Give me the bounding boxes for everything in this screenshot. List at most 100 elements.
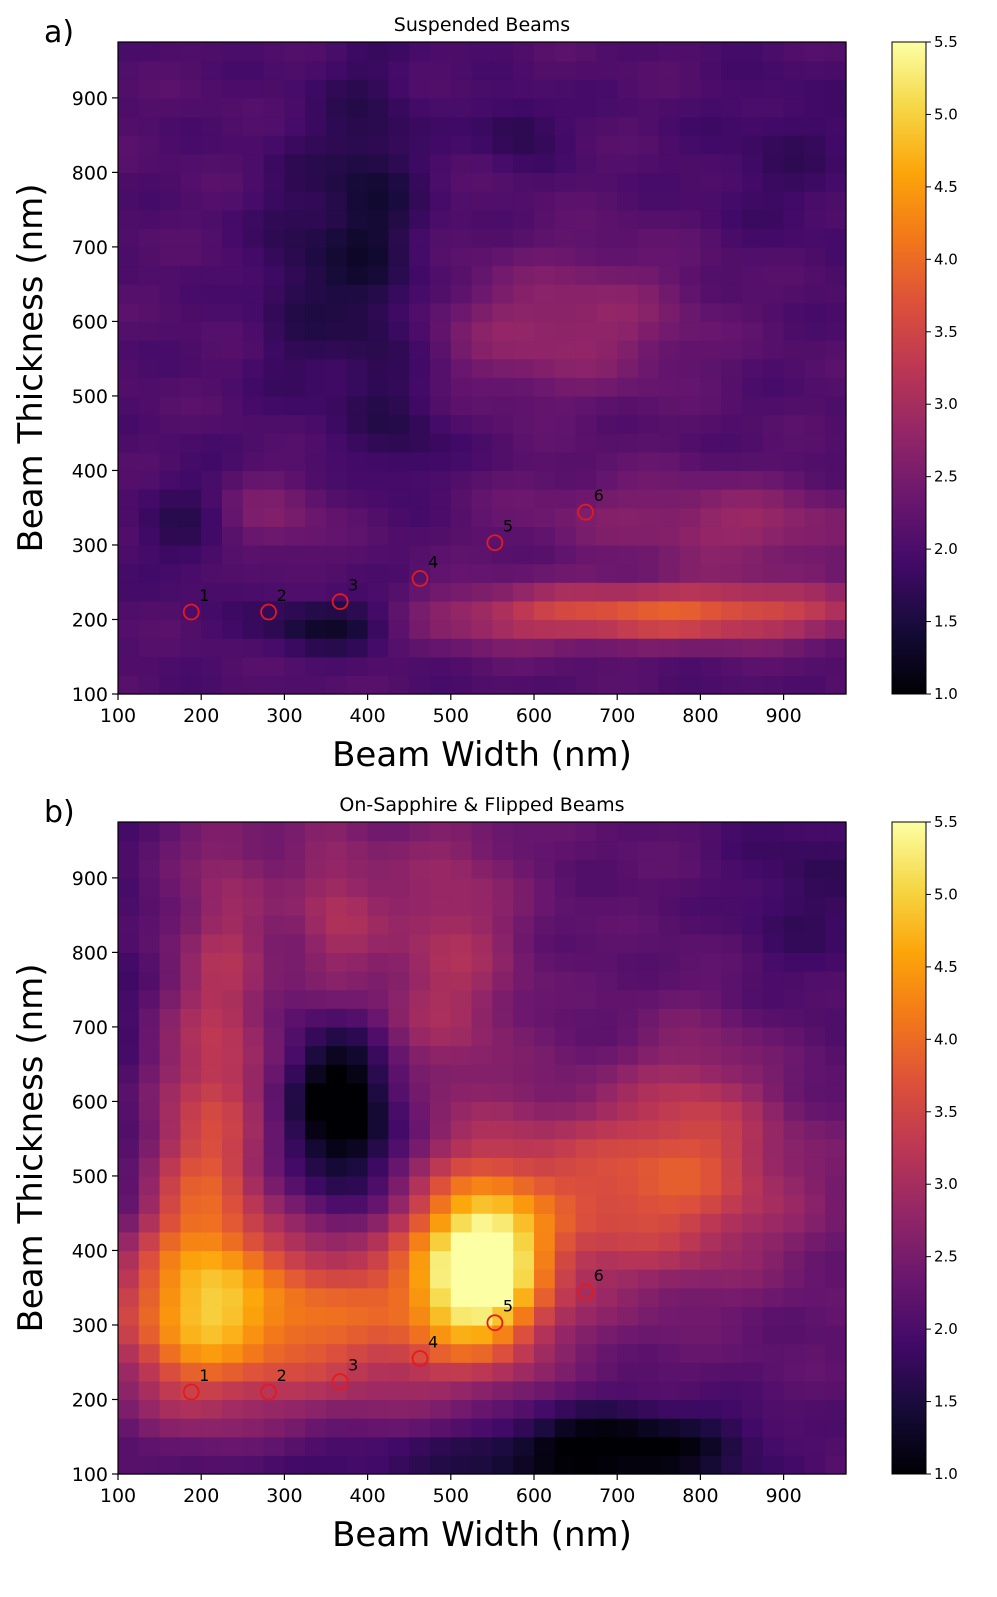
heatmap-cell [742, 1138, 764, 1158]
heatmap-cell [222, 228, 244, 248]
heatmap-cell [762, 209, 785, 229]
heatmap-cell [492, 1343, 514, 1363]
heatmap-cell [118, 172, 140, 192]
heatmap-cell [346, 1045, 369, 1065]
heatmap-cell [471, 79, 493, 99]
heatmap-cell [346, 414, 369, 434]
heatmap-cell [825, 79, 847, 99]
heatmap-cell [742, 1399, 764, 1419]
heatmap-cell [159, 1380, 181, 1401]
heatmap-cell [783, 1082, 805, 1103]
heatmap-cell [326, 1138, 348, 1158]
heatmap-cell [658, 896, 681, 916]
heatmap-cell [513, 1064, 535, 1084]
heatmap-cell [409, 840, 431, 860]
heatmap-cell [409, 1306, 431, 1326]
heatmap-cell [367, 896, 389, 916]
heatmap-cell [534, 544, 556, 565]
heatmap-cell [409, 952, 431, 972]
heatmap-cell [742, 933, 764, 953]
heatmap-cell [263, 153, 285, 173]
heatmap-cell [367, 358, 389, 378]
heatmap-cell [326, 877, 348, 898]
heatmap-cell [367, 989, 389, 1009]
heatmap-cell [430, 470, 452, 490]
y-tick-label: 100 [72, 1464, 108, 1486]
heatmap-cell [180, 638, 202, 658]
heatmap-cell [742, 952, 764, 972]
heatmap-cell [159, 358, 181, 378]
heatmap-cell [388, 1045, 410, 1065]
heatmap-cell [118, 358, 140, 378]
heatmap-cell [762, 60, 785, 80]
heatmap-cell [409, 79, 431, 99]
heatmap-cell [430, 822, 452, 842]
heatmap-cell [326, 302, 348, 323]
heatmap-cell [617, 191, 639, 211]
heatmap-cell [658, 1306, 681, 1326]
heatmap-cell [450, 896, 473, 916]
heatmap-cell [617, 1231, 639, 1252]
heatmap-cell [742, 358, 764, 378]
heatmap-cell [554, 915, 577, 935]
heatmap-cell [804, 42, 826, 62]
heatmap-cell [367, 1250, 389, 1270]
heatmap-cell [596, 470, 618, 490]
heatmap-cell [596, 638, 618, 658]
heatmap-cell [471, 60, 493, 80]
heatmap-cell [305, 1064, 327, 1084]
heatmap-cell [159, 989, 181, 1009]
heatmap-cell [326, 544, 348, 565]
heatmap-cell [534, 377, 556, 397]
heatmap-cell [367, 1045, 389, 1065]
heatmap-cell [721, 896, 743, 916]
heatmap-cell [721, 79, 743, 99]
heatmap-cell [118, 470, 140, 490]
heatmap-cell [118, 582, 140, 602]
heatmap-cell [346, 395, 369, 416]
heatmap-cell [617, 246, 639, 267]
heatmap-cell [138, 1343, 161, 1363]
heatmap-cell [367, 675, 389, 695]
heatmap-cell [513, 971, 535, 991]
heatmap-cell [596, 1343, 618, 1363]
heatmap-cell [222, 1380, 244, 1401]
heatmap-cell [159, 97, 181, 118]
heatmap-cell [305, 656, 327, 676]
heatmap-cell [471, 153, 493, 173]
heatmap-cell [679, 1455, 701, 1475]
heatmap-cell [762, 1026, 785, 1047]
heatmap-cell [305, 989, 327, 1009]
heatmap-cell [450, 1455, 473, 1475]
heatmap-cell [367, 1138, 389, 1158]
heatmap-cell [492, 526, 514, 546]
heatmap-cell [596, 896, 618, 916]
heatmap-cell [180, 1231, 202, 1252]
heatmap-cell [284, 1082, 306, 1103]
heatmap-cell [284, 933, 306, 953]
heatmap-cell [638, 1194, 660, 1214]
heatmap-cell [554, 526, 577, 546]
heatmap-cell [471, 1399, 493, 1419]
heatmap-cell [222, 675, 244, 695]
heatmap-cell [575, 42, 597, 62]
heatmap-cell [138, 135, 161, 155]
heatmap-cell [305, 42, 327, 62]
heatmap-cell [471, 340, 493, 360]
heatmap-cell [804, 97, 826, 118]
heatmap-cell [700, 1064, 722, 1084]
heatmap-cell [804, 153, 826, 173]
heatmap-cell [263, 1138, 285, 1158]
heatmap-cell [201, 1418, 223, 1438]
heatmap-cell [721, 470, 743, 490]
heatmap-cell [658, 1138, 681, 1158]
heatmap-cell [638, 1101, 660, 1121]
heatmap-cell [762, 321, 785, 341]
heatmap-cell [471, 209, 493, 229]
heatmap-cell [159, 470, 181, 490]
heatmap-cell [825, 1287, 847, 1307]
heatmap-cell [159, 971, 181, 991]
heatmap-cell [783, 228, 805, 248]
heatmap-cell [700, 209, 722, 229]
heatmap-cell [159, 1418, 181, 1438]
